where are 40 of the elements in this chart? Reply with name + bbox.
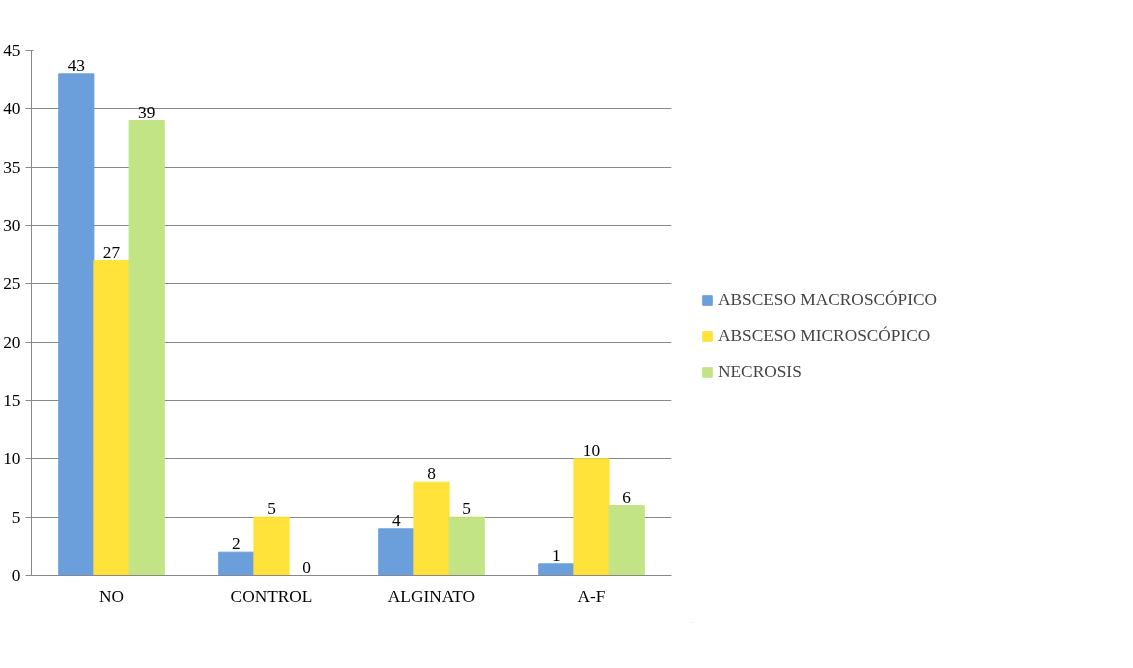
y-tick-label: 25 — [3, 274, 21, 294]
bar — [448, 516, 485, 576]
y-tick-label: 45 — [3, 41, 21, 60]
y-tick-label: 20 — [3, 332, 21, 352]
data-label: 5 — [267, 499, 276, 519]
bar — [573, 458, 610, 576]
x-tick-label: ALGINATO — [387, 586, 476, 606]
bar — [128, 120, 165, 576]
legend-label: NECROSIS — [718, 362, 802, 382]
legend-label: ABSCESO MACROSCÓPICO — [718, 290, 938, 310]
data-label: 5 — [462, 499, 472, 519]
y-tick-label: 35 — [3, 157, 21, 177]
bar — [58, 73, 95, 576]
x-tick-label: CONTROL — [230, 586, 313, 606]
data-label: 8 — [427, 464, 436, 484]
y-tick-label: 0 — [11, 566, 21, 585]
data-label: 10 — [582, 440, 601, 460]
data-label: 27 — [102, 242, 121, 262]
data-label: 43 — [67, 55, 85, 75]
y-tick-label: 40 — [3, 99, 21, 119]
x-tick-label: NO — [98, 586, 125, 606]
bar — [608, 505, 645, 576]
y-tick-label: 30 — [3, 216, 21, 235]
x-tick-label: A-F — [577, 586, 606, 606]
y-tick-label: 5 — [11, 507, 21, 527]
data-label: 39 — [138, 102, 156, 122]
data-label: 2 — [231, 534, 241, 554]
bar — [218, 551, 255, 576]
data-label: 6 — [622, 487, 632, 507]
y-tick-label: 10 — [3, 449, 21, 469]
legend-label: ABSCESO MICROSCÓPICO — [718, 326, 931, 346]
y-tick-label: 15 — [3, 391, 21, 410]
data-label: 4 — [391, 510, 401, 530]
data-label: 1 — [551, 545, 561, 565]
bar — [253, 516, 290, 576]
bar — [413, 481, 450, 576]
bar — [538, 563, 575, 576]
bar — [378, 528, 415, 576]
bar — [93, 260, 130, 576]
data-label: 0 — [302, 557, 312, 577]
